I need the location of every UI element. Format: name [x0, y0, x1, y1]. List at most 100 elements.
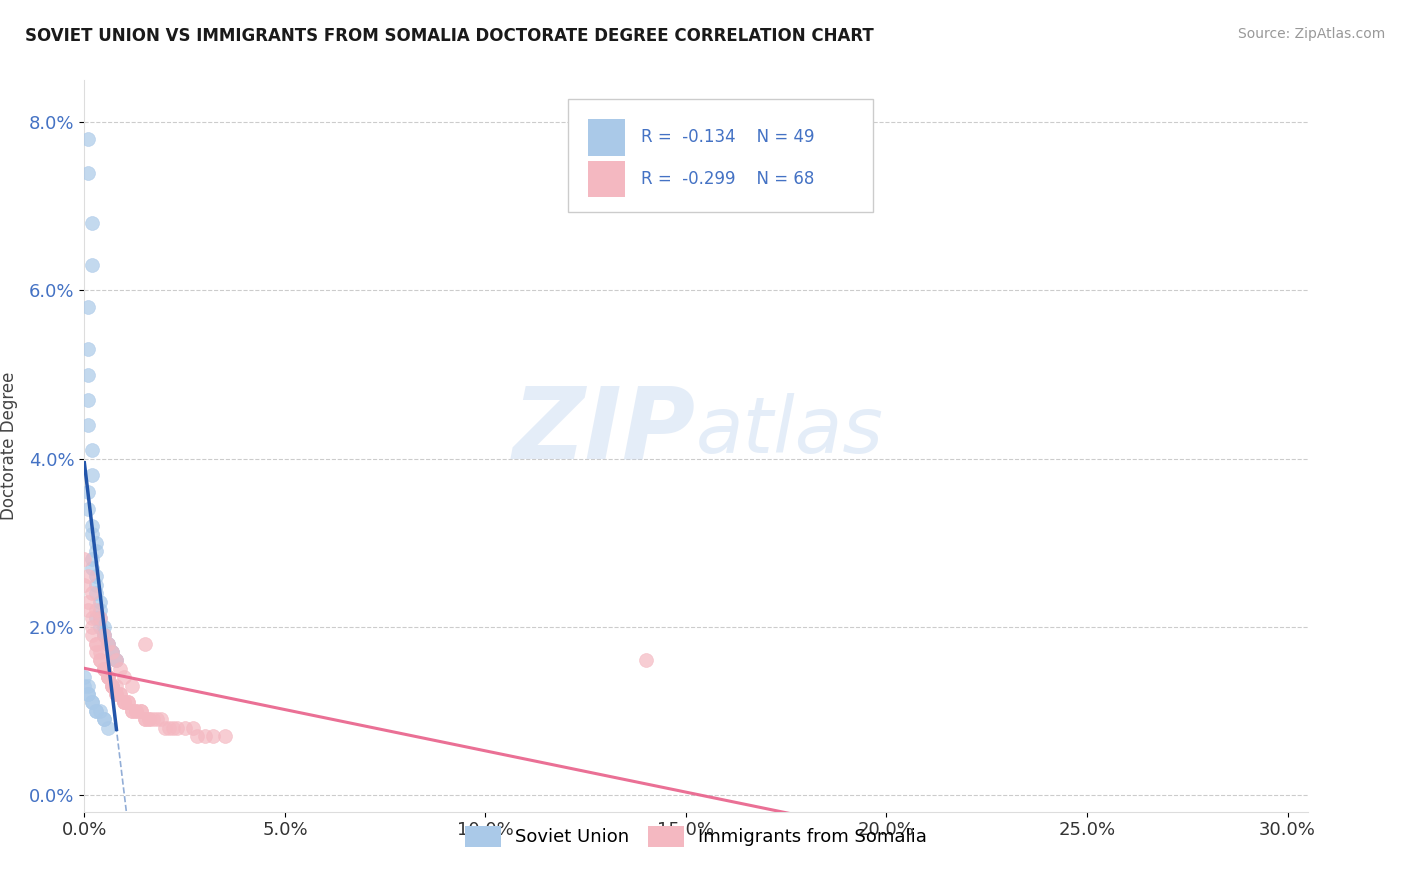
Point — [82, 586, 104, 600]
Point — [97, 670, 120, 684]
Point — [73, 578, 96, 592]
Point — [93, 628, 115, 642]
Point — [93, 628, 115, 642]
Point — [194, 729, 217, 743]
Point — [89, 611, 111, 625]
Point — [89, 603, 111, 617]
Point — [77, 569, 100, 583]
Point — [134, 636, 156, 650]
Point — [82, 552, 104, 566]
Point — [82, 527, 104, 541]
Point — [93, 712, 115, 726]
Point — [97, 636, 120, 650]
Point — [181, 721, 204, 735]
Point — [77, 343, 100, 357]
Point — [121, 704, 143, 718]
Point — [73, 670, 96, 684]
Point — [149, 712, 172, 726]
Point — [86, 611, 108, 625]
Point — [114, 670, 136, 684]
Point — [89, 645, 111, 659]
Point — [97, 670, 120, 684]
Point — [101, 645, 124, 659]
Text: R =  -0.299    N = 68: R = -0.299 N = 68 — [641, 170, 814, 188]
Point — [93, 662, 115, 676]
Point — [162, 721, 184, 735]
Point — [214, 729, 236, 743]
Point — [86, 603, 108, 617]
Point — [138, 712, 160, 726]
Point — [105, 653, 128, 667]
Point — [101, 679, 124, 693]
Point — [101, 679, 124, 693]
Point — [82, 216, 104, 230]
Point — [141, 712, 163, 726]
Point — [105, 679, 128, 693]
Point — [86, 704, 108, 718]
Point — [77, 502, 100, 516]
Text: SOVIET UNION VS IMMIGRANTS FROM SOMALIA DOCTORATE DEGREE CORRELATION CHART: SOVIET UNION VS IMMIGRANTS FROM SOMALIA … — [25, 27, 875, 45]
Point — [97, 670, 120, 684]
Point — [186, 729, 208, 743]
Point — [86, 636, 108, 650]
Text: ZIP: ZIP — [513, 383, 696, 480]
Point — [86, 569, 108, 583]
Point — [145, 712, 167, 726]
Point — [134, 712, 156, 726]
FancyBboxPatch shape — [568, 99, 873, 212]
Point — [86, 544, 108, 558]
Point — [97, 721, 120, 735]
Point — [125, 704, 148, 718]
Point — [82, 695, 104, 709]
Point — [105, 653, 128, 667]
Point — [101, 645, 124, 659]
Point — [93, 662, 115, 676]
Point — [114, 695, 136, 709]
Point — [153, 721, 176, 735]
Point — [89, 594, 111, 608]
Point — [121, 704, 143, 718]
Point — [77, 679, 100, 693]
Point — [93, 662, 115, 676]
Point — [114, 695, 136, 709]
Point — [138, 712, 160, 726]
Point — [86, 636, 108, 650]
Point — [86, 704, 108, 718]
Bar — [588, 119, 626, 155]
Point — [77, 417, 100, 432]
Point — [110, 662, 132, 676]
Point — [634, 653, 657, 667]
Point — [77, 368, 100, 382]
Point — [105, 687, 128, 701]
Point — [134, 712, 156, 726]
Point — [129, 704, 152, 718]
Point — [77, 485, 100, 500]
Point — [110, 687, 132, 701]
Point — [97, 636, 120, 650]
Point — [117, 695, 139, 709]
Point — [166, 721, 188, 735]
Point — [82, 519, 104, 533]
Point — [93, 620, 115, 634]
Point — [77, 687, 100, 701]
Point — [157, 721, 180, 735]
Point — [121, 679, 143, 693]
Point — [89, 611, 111, 625]
Point — [93, 628, 115, 642]
Point — [129, 704, 152, 718]
Point — [77, 594, 100, 608]
Bar — [588, 161, 626, 197]
Point — [114, 695, 136, 709]
Legend: Soviet Union, Immigrants from Somalia: Soviet Union, Immigrants from Somalia — [458, 819, 934, 854]
Point — [101, 679, 124, 693]
Point — [173, 721, 195, 735]
Point — [82, 258, 104, 272]
Point — [201, 729, 224, 743]
Text: Source: ZipAtlas.com: Source: ZipAtlas.com — [1237, 27, 1385, 41]
Point — [101, 645, 124, 659]
Point — [77, 132, 100, 146]
Text: R =  -0.134    N = 49: R = -0.134 N = 49 — [641, 128, 814, 146]
Point — [73, 552, 96, 566]
Point — [86, 535, 108, 549]
Point — [86, 586, 108, 600]
